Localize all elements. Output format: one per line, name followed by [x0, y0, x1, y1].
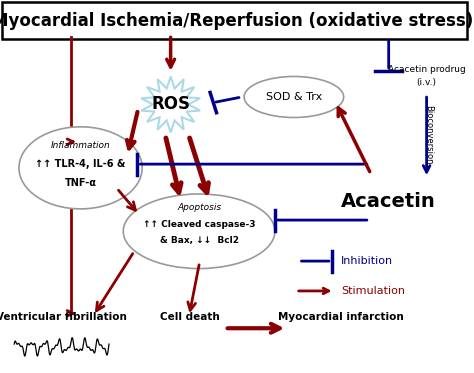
Text: Bioconversion: Bioconversion	[425, 104, 433, 164]
Text: SOD & Trx: SOD & Trx	[266, 92, 322, 102]
Ellipse shape	[123, 194, 275, 269]
Polygon shape	[141, 76, 200, 132]
Text: Acacetin: Acacetin	[341, 192, 436, 211]
Text: (i.v.): (i.v.)	[417, 78, 437, 87]
Text: Stimulation: Stimulation	[341, 286, 405, 296]
Ellipse shape	[19, 127, 142, 209]
Text: Myocardial Ischemia/Reperfusion (oxidative stress): Myocardial Ischemia/Reperfusion (oxidati…	[0, 12, 473, 29]
Text: ↑↑ TLR-4, IL-6 &: ↑↑ TLR-4, IL-6 &	[36, 159, 126, 169]
Text: ↑↑ Cleaved caspase-3: ↑↑ Cleaved caspase-3	[143, 220, 255, 229]
Text: Apoptosis: Apoptosis	[177, 203, 221, 211]
Text: Inflammation: Inflammation	[51, 141, 110, 150]
Text: ROS: ROS	[151, 95, 190, 113]
FancyBboxPatch shape	[2, 2, 467, 39]
Text: Myocardial infarction: Myocardial infarction	[278, 312, 404, 322]
Ellipse shape	[244, 76, 344, 117]
Text: Ventricular fibrillation: Ventricular fibrillation	[0, 312, 127, 322]
Text: & Bax, ↓↓  Bcl2: & Bax, ↓↓ Bcl2	[160, 236, 238, 245]
Text: Inhibition: Inhibition	[341, 256, 393, 266]
Text: Cell death: Cell death	[160, 312, 219, 322]
Text: TNF-α: TNF-α	[64, 178, 97, 188]
Text: Acacetin prodrug: Acacetin prodrug	[388, 65, 465, 73]
